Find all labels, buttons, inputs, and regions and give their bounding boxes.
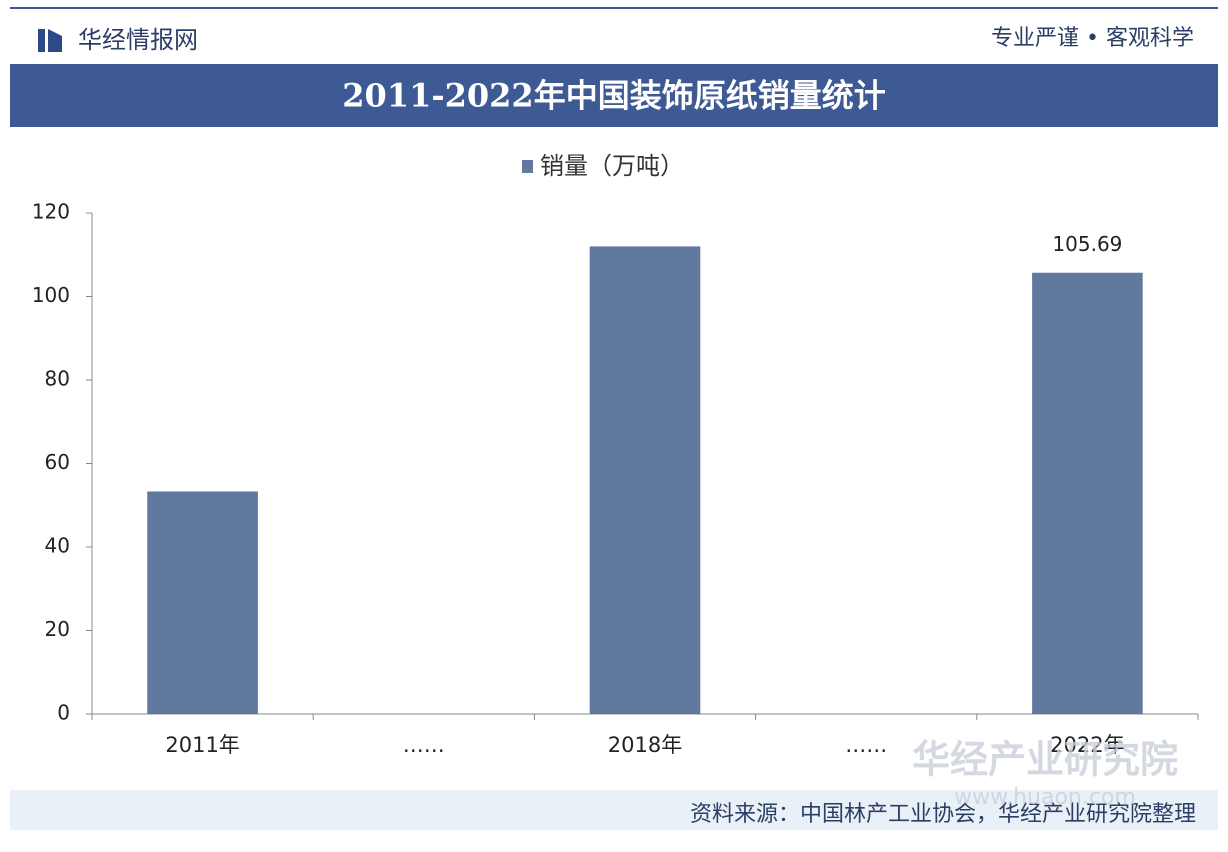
- watermark-url: www.huaon.com: [954, 785, 1136, 810]
- bar: [147, 491, 258, 714]
- source: 资料来源：中国林产工业协会，华经产业研究院整理: [690, 802, 1196, 827]
- logo-left: [38, 29, 45, 52]
- x-tick-label: 2018年: [608, 733, 682, 757]
- bar: [589, 246, 701, 714]
- chart-title: 2011-2022年中国装饰原纸销量统计: [342, 77, 885, 115]
- y-tick-label: 40: [45, 534, 70, 558]
- plot: 销量（万吨） 0 20 40 60 80 100 120 2011年 …… 2018年 …… 2022年…: [32, 152, 1199, 757]
- y-tick-label: 80: [45, 367, 70, 391]
- legend-swatch: [522, 160, 533, 173]
- y-tick-label: 0: [57, 701, 70, 725]
- slogan: 专业严谨 • 客观科学: [991, 26, 1194, 51]
- y-tick-label: 60: [45, 450, 70, 474]
- y-tick-label: 20: [45, 617, 70, 641]
- x-tick-label: ……: [845, 733, 887, 757]
- data-label: 105.69: [1052, 232, 1122, 256]
- y-tick-label: 100: [32, 283, 70, 307]
- bar: [1032, 272, 1143, 714]
- brand: 华经情报网: [78, 26, 198, 54]
- x-tick-label: ……: [403, 733, 445, 757]
- y-tick-label: 120: [32, 200, 70, 224]
- title-band: [10, 64, 1218, 127]
- watermark-name: 华经产业研究院: [912, 738, 1178, 782]
- x-tick-label: 2022年: [1050, 733, 1124, 757]
- source-band: [10, 790, 1218, 830]
- legend-label: 销量（万吨）: [540, 152, 684, 180]
- logo-right: [48, 29, 62, 52]
- x-tick-label: 2011年: [165, 733, 239, 757]
